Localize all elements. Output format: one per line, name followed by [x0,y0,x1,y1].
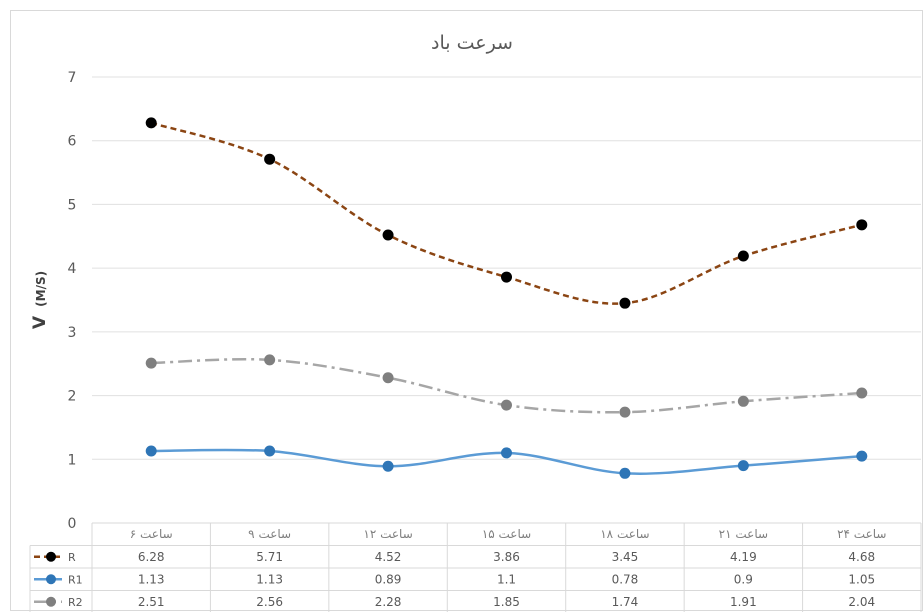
table-cell-value: 2.28 [375,595,402,609]
data-table: ساعت ۶ ساعت ۹ ساعت ۱۲ ساعت ۱۵ ساعت ۱۸ ساعت ۲۱… [29,522,922,612]
table-cell-value: 2.04 [848,595,875,609]
data-point [501,271,512,283]
y-tick-label: 1 [68,452,77,468]
y-tick-label: 5 [68,197,77,213]
data-point [737,395,749,407]
data-point [619,297,631,309]
legend-marker [46,596,56,607]
legend-marker [46,574,56,585]
table-cell-value: 4.68 [848,550,875,564]
data-point [145,445,157,457]
series-r1 [145,445,868,479]
y-axis-label: V (M/S) [30,271,50,329]
data-point [856,219,868,231]
table-cell-value: 1.1 [497,572,516,586]
x-category-label: ساعت ۲۱ [719,527,768,541]
table-cell-value: 0.78 [612,572,639,586]
data-point [501,399,512,411]
legend-key-r2: R2 [34,596,83,609]
x-category-label: ساعت ۲۴ [837,527,886,541]
data-point [264,445,276,457]
svg-text:V (M/S): V (M/S) [30,271,50,329]
y-tick-label: 3 [68,325,77,341]
y-tick-label: 0 [68,516,77,532]
legend-key-r1: R1 [34,573,83,586]
data-point [264,354,276,366]
table-cell-value: 3.86 [493,550,520,564]
data-point [619,406,631,418]
x-category-label: ساعت ۱۲ [363,527,412,541]
series-r [145,117,868,309]
table-cell-value: 1.13 [256,572,283,586]
table-cell-value: 1.13 [138,572,165,586]
data-point [856,387,868,399]
table-cell-value: 4.19 [730,550,757,564]
series-r2 [145,354,868,418]
y-tick-label: 2 [68,389,77,405]
x-category-label: ساعت ۱۵ [482,527,531,541]
x-category-label: ساعت ۹ [248,527,291,541]
y-axis-ticks: 0 1 2 3 4 5 6 7 [68,70,77,532]
legend-label: R1 [68,573,83,586]
gridlines [92,76,921,460]
data-point [737,460,749,472]
series-lines [145,117,868,479]
table-cell-value: 4.52 [375,550,402,564]
legend-label: R [68,551,76,564]
y-axis-title: V [30,315,50,329]
data-point [145,117,157,129]
chart-title: سرعت باد [431,32,513,54]
chart-frame [10,10,923,611]
y-tick-label: 4 [68,261,77,277]
data-point [382,372,394,384]
table-cell-value: 1.05 [848,572,875,586]
table-cell-value: 3.45 [612,550,639,564]
table-cell-value: 6.28 [138,550,165,564]
data-point [619,467,631,479]
table-cell-value: 5.71 [256,550,283,564]
table-cell-value: 2.51 [138,595,165,609]
y-tick-label: 7 [68,70,77,86]
x-category-label: ساعت ۱۸ [600,527,649,541]
table-cell-value: 1.85 [493,595,520,609]
legend-marker [46,551,56,562]
legend-label: R2 [68,596,83,609]
data-point [382,229,394,241]
data-point [856,450,868,462]
data-point [264,153,276,165]
y-tick-label: 6 [68,134,77,150]
table-cell-value: 0.9 [734,572,753,586]
legend-key-r: R [34,551,76,564]
table-cell-value: 1.74 [612,595,639,609]
table-cell-value: 2.56 [256,595,283,609]
table-cell-value: 1.91 [730,595,757,609]
data-point [145,357,157,369]
table-cell-value: 0.89 [375,572,402,586]
data-point [737,250,749,262]
data-point [382,460,394,472]
y-axis-unit: (M/S) [34,271,48,307]
x-category-label: ساعت ۶ [130,527,173,541]
data-point [501,447,512,459]
